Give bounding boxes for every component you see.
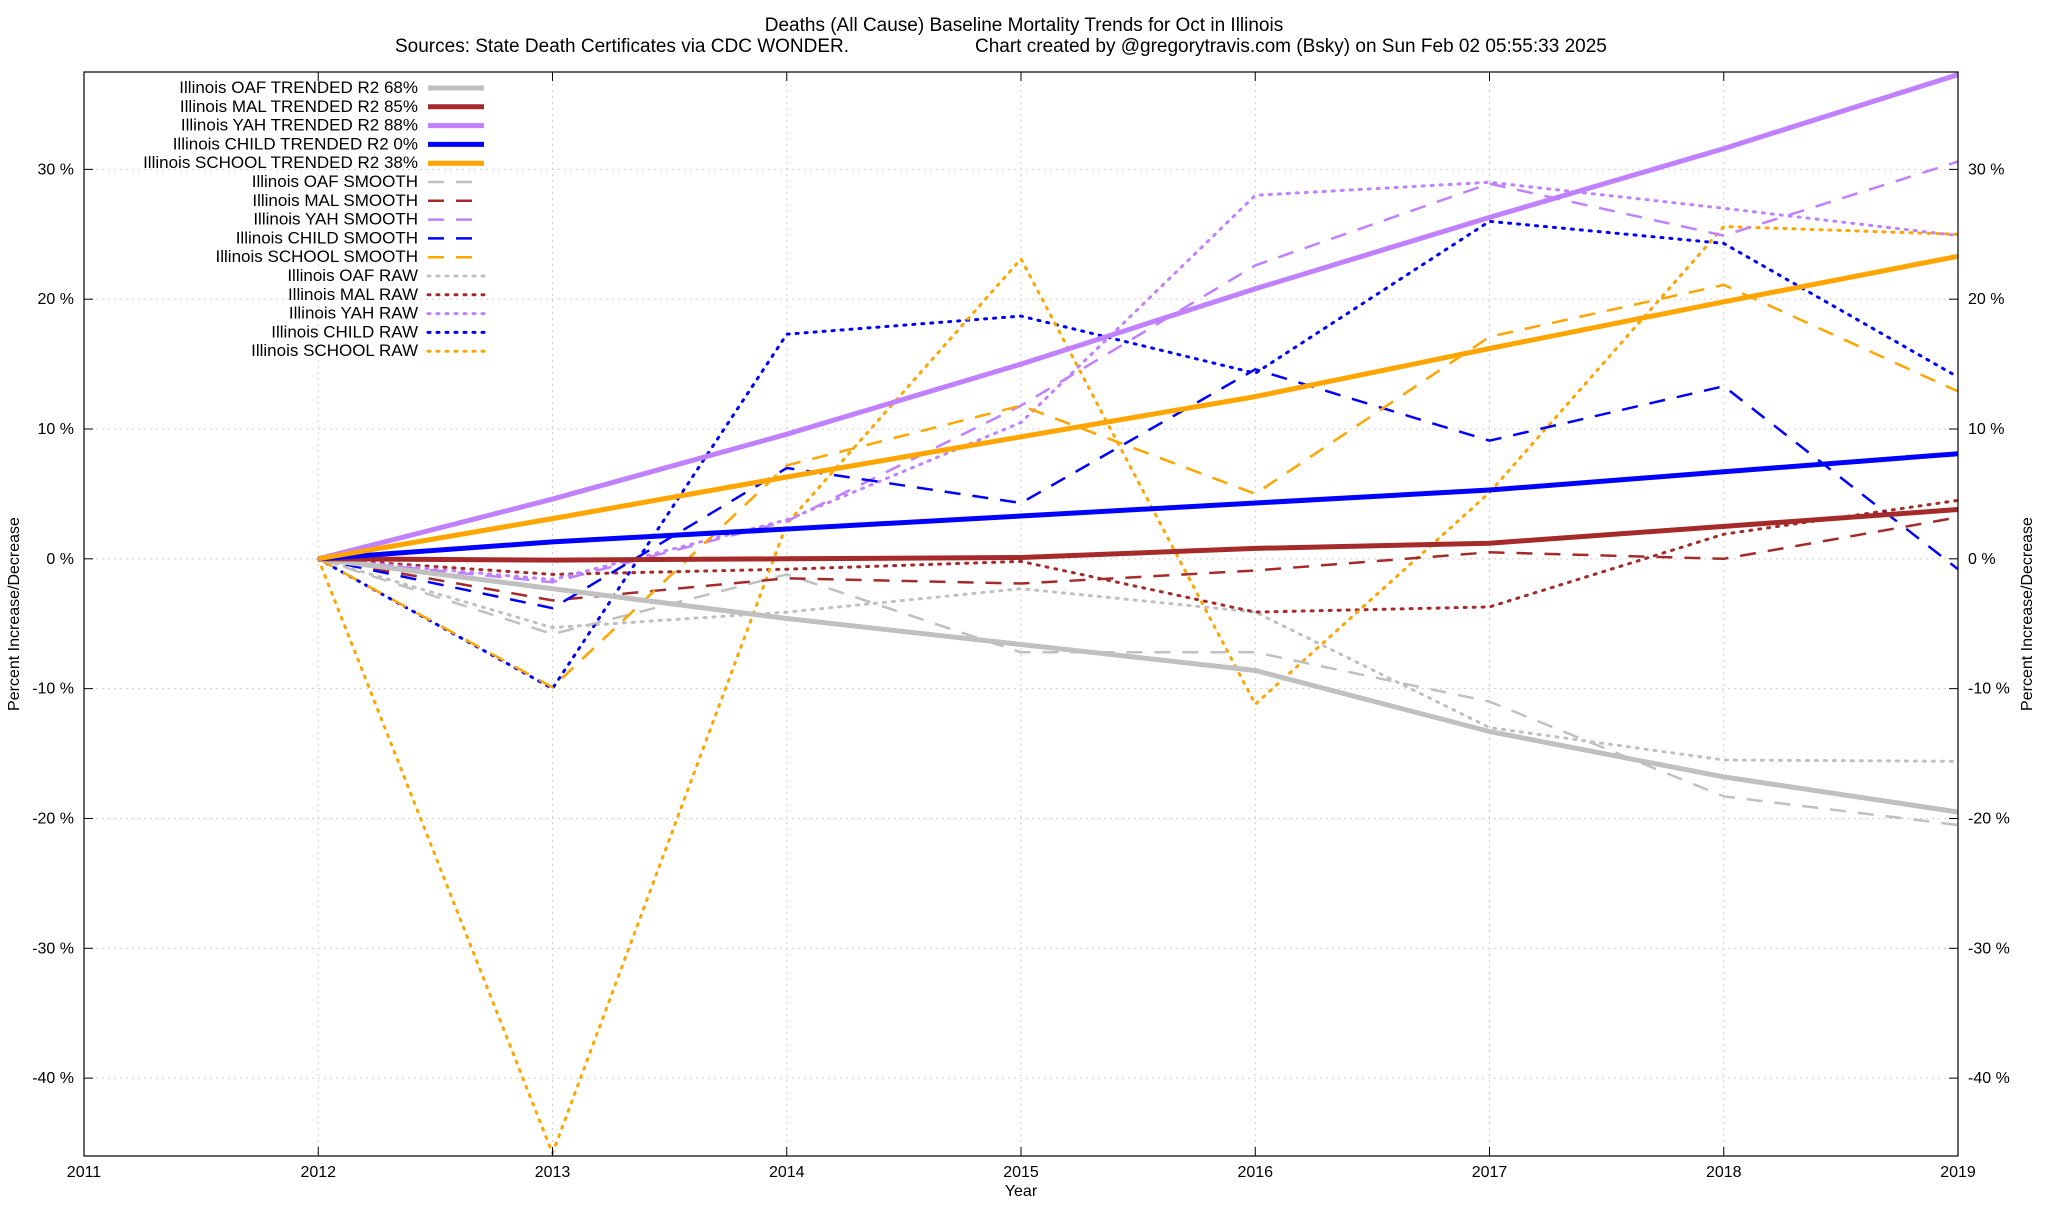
y-tick-label-right: 0 %: [1968, 551, 1996, 568]
y-tick-label-right: 20 %: [1968, 291, 2004, 308]
y-tick-label-right: -30 %: [1968, 940, 2010, 957]
legend-label: Illinois CHILD RAW: [271, 322, 418, 341]
series-line-child-smooth: [318, 368, 1959, 610]
legend-label: Illinois MAL SMOOTH: [252, 191, 418, 210]
y-tick-label: -10 %: [32, 681, 74, 698]
y-tick-label: 0 %: [46, 551, 74, 568]
legend-label: Illinois MAL TRENDED R2 85%: [180, 97, 418, 116]
series-line-mal-smooth: [318, 516, 1959, 602]
chart-subtitle-credit: Chart created by @gregorytravis.com (Bsk…: [975, 36, 1607, 57]
series-line-oaf-trended: [317, 556, 1959, 815]
y-tick-label-right: -20 %: [1968, 810, 2010, 827]
x-tick-label: 2013: [535, 1164, 571, 1181]
y-tick-label-right: 10 %: [1968, 421, 2004, 438]
legend-label: Illinois MAL RAW: [288, 285, 418, 304]
series-line-child-trended: [318, 451, 1959, 562]
y-tick-label: -30 %: [32, 940, 74, 957]
y-tick-label: 10 %: [38, 421, 74, 438]
x-tick-label: 2011: [67, 1164, 102, 1181]
legend-label: Illinois SCHOOL RAW: [251, 341, 418, 360]
x-tick-label: 2019: [1940, 1164, 1976, 1181]
y-tick-label-right: -40 %: [1968, 1070, 2010, 1087]
series-line-oaf-smooth: [317, 557, 1959, 827]
legend-label: Illinois SCHOOL SMOOTH: [216, 247, 418, 266]
y-tick-label: 20 %: [38, 291, 74, 308]
legend-label: Illinois OAF SMOOTH: [252, 172, 418, 191]
y-tick-label: -20 %: [32, 810, 74, 827]
legend-label: Illinois SCHOOL TRENDED R2 38%: [143, 153, 418, 172]
chart-title: Deaths (All Cause) Baseline Mortality Tr…: [765, 15, 1283, 36]
legend-label: Illinois OAF RAW: [287, 266, 418, 285]
y-axis-label-right: Percent Increase/Decrease: [2019, 517, 2036, 711]
series-line-school-smooth: [317, 283, 1959, 689]
y-axis-label-left: Percent Increase/Decrease: [6, 517, 23, 711]
legend-label: Illinois CHILD TRENDED R2 0%: [173, 134, 418, 153]
x-tick-label: 2017: [1472, 1164, 1508, 1181]
series-layer: [316, 72, 1960, 1155]
legend-label: Illinois CHILD SMOOTH: [236, 228, 418, 247]
y-tick-label-right: 30 %: [1968, 161, 2004, 178]
x-tick-label: 2016: [1237, 1164, 1273, 1181]
legend-label: Illinois YAH TRENDED R2 88%: [181, 116, 418, 135]
series-line-yah-raw: [316, 180, 1960, 582]
y-tick-label-right: -10 %: [1968, 681, 2010, 698]
legend: Illinois OAF TRENDED R2 68%Illinois MAL …: [143, 78, 486, 360]
y-tick-label: -40 %: [32, 1070, 74, 1087]
series-line-child-raw: [316, 219, 1960, 691]
series-line-school-raw: [316, 225, 1960, 1155]
x-axis-label: Year: [1005, 1183, 1038, 1200]
series-line-mal-trended: [318, 507, 1959, 563]
x-tick-label: 2015: [1003, 1164, 1039, 1181]
series-line-yah-smooth: [318, 160, 1959, 584]
tick-layer: -40 % -40 % -30 % -30 % -20 % -20 % -10 % -10 %…: [32, 72, 2010, 1181]
chart-subtitle-source: Sources: State Death Certificates via CD…: [395, 36, 849, 57]
series-line-school-trended: [317, 253, 1959, 562]
x-tick-label: 2014: [769, 1164, 805, 1181]
series-line-yah-trended: [317, 72, 1959, 562]
x-tick-label: 2018: [1706, 1164, 1742, 1181]
legend-label: Illinois YAH SMOOTH: [253, 210, 418, 229]
legend-label: Illinois YAH RAW: [289, 304, 418, 323]
y-tick-label: 30 %: [38, 161, 74, 178]
x-tick-label: 2012: [300, 1164, 336, 1181]
legend-label: Illinois OAF TRENDED R2 68%: [179, 78, 418, 97]
